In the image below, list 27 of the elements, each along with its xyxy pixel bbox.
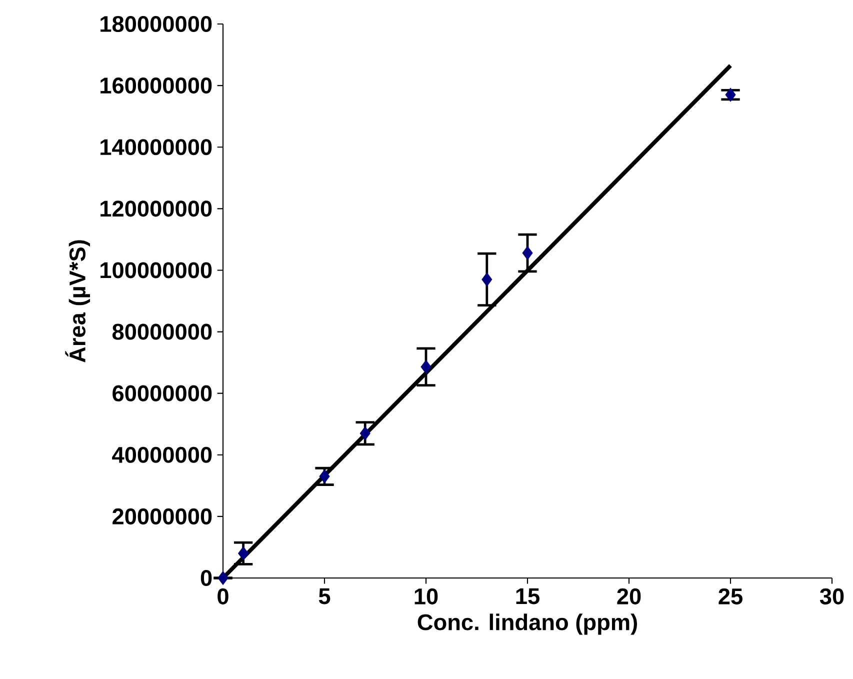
y-tick-label: 160000000 — [100, 78, 212, 94]
x-tick-label: 10 — [414, 588, 438, 604]
x-axis-title: Conc. lindano (ppm) — [418, 614, 637, 635]
y-tick-label: 80000000 — [112, 324, 212, 340]
y-tick-label: 60000000 — [112, 385, 212, 402]
point — [319, 470, 330, 484]
x-tick-label: 5 — [318, 588, 330, 604]
y-tick-label: 20000000 — [112, 508, 212, 524]
y-tick-label: 100000000 — [100, 262, 212, 278]
point — [482, 272, 492, 286]
y-tick-label: 120000000 — [100, 200, 212, 217]
y-tick-label: 40000000 — [112, 446, 212, 463]
x-tick-label: 20 — [617, 588, 641, 604]
point — [218, 571, 228, 585]
x-tick-label: 0 — [218, 588, 228, 604]
point — [360, 426, 370, 440]
x-tick-label: 15 — [516, 588, 540, 604]
y-tick-label: 180000000 — [100, 16, 212, 32]
x-tick-label: 30 — [820, 588, 844, 604]
point — [238, 546, 249, 560]
point — [725, 88, 736, 102]
y-tick-label: 0 — [200, 570, 212, 586]
point — [522, 246, 533, 260]
y-tick-label: 140000000 — [100, 139, 212, 156]
x-tick-label: 25 — [718, 588, 742, 604]
y-axis-title: Área (µV*S) — [65, 240, 90, 362]
point — [420, 360, 432, 374]
